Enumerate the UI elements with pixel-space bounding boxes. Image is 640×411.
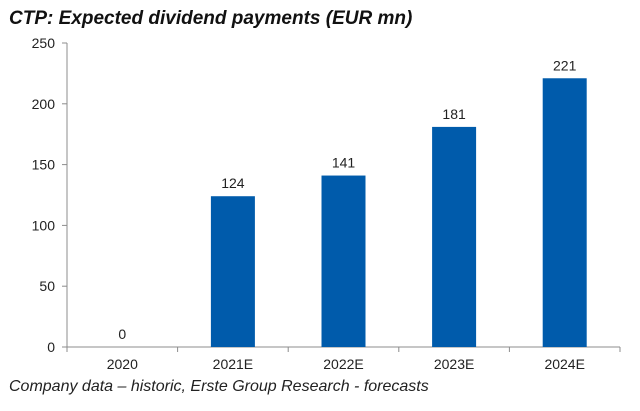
y-tick-label: 50: [39, 278, 55, 294]
bar-2022E: [321, 175, 366, 347]
chart-title: CTP: Expected dividend payments (EUR mn): [9, 8, 413, 29]
x-tick-label: 2022E: [323, 356, 363, 372]
x-tick-label: 2023E: [434, 356, 474, 372]
bar-2023E: [432, 126, 477, 348]
data-label: 124: [221, 175, 245, 191]
y-tick-label: 150: [32, 157, 56, 173]
data-label: 221: [553, 57, 577, 73]
data-label: 141: [332, 155, 356, 171]
data-label: 0: [118, 326, 126, 342]
y-tick-label: 100: [32, 217, 56, 233]
source-note: Company data – historic, Erste Group Res…: [9, 378, 429, 395]
bar-2021E: [210, 196, 255, 347]
x-tick-label: 2020: [107, 356, 138, 372]
y-tick-label: 200: [32, 96, 56, 112]
x-tick-label: 2021E: [213, 356, 253, 372]
x-tick-label: 2024E: [544, 356, 584, 372]
y-tick-label: 250: [32, 35, 56, 51]
bar-2024E: [542, 78, 587, 347]
data-label: 181: [442, 106, 466, 122]
y-tick-label: 0: [47, 339, 55, 355]
